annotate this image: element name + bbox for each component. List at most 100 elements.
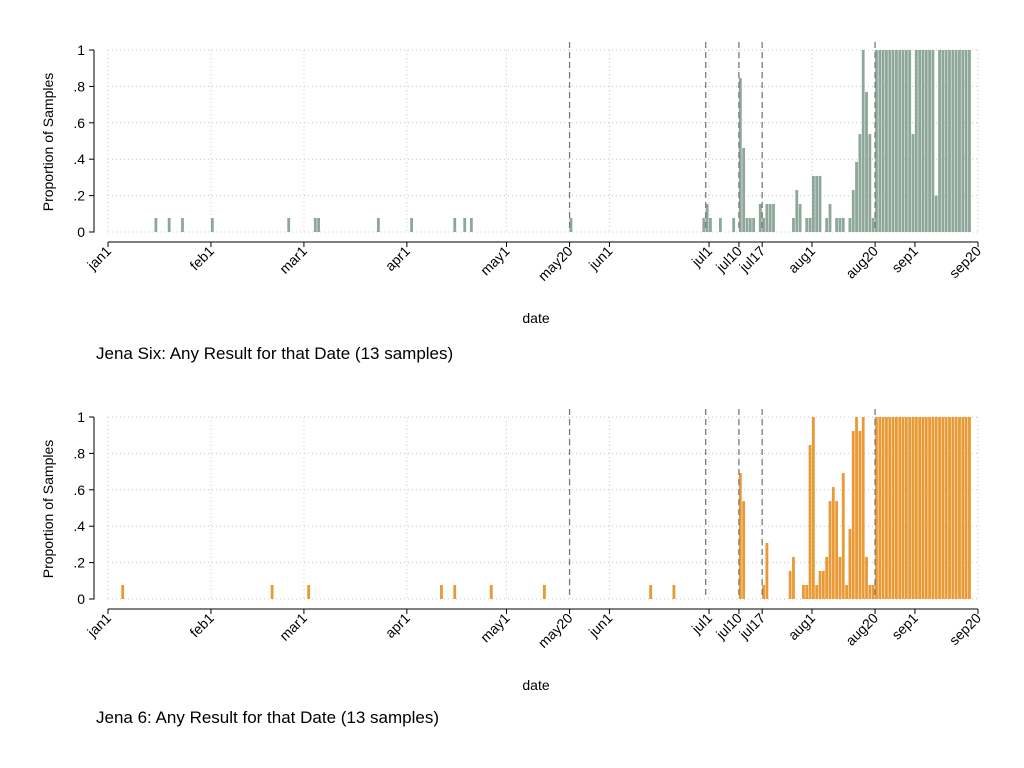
bar	[944, 50, 948, 232]
plot-area	[107, 42, 979, 233]
bar	[958, 417, 961, 599]
bar	[745, 217, 749, 232]
bar	[845, 584, 848, 599]
bar	[841, 217, 845, 232]
bar	[871, 584, 875, 599]
x-tick-label: jul17	[735, 610, 768, 643]
bar	[313, 217, 317, 232]
bar	[649, 584, 653, 599]
bar	[875, 50, 878, 232]
bar	[941, 417, 945, 599]
bar	[851, 189, 855, 232]
bar	[931, 417, 935, 599]
x-tick-label: may20	[535, 610, 576, 651]
bar	[818, 175, 822, 232]
chart-panel-jena-six: Proportion of Samples date Jena Six: Any…	[40, 42, 984, 363]
bar	[858, 431, 862, 599]
bar	[868, 584, 872, 599]
bar	[891, 417, 895, 599]
bar	[855, 417, 858, 599]
bar	[181, 217, 184, 232]
bar	[964, 50, 968, 232]
bar	[848, 217, 852, 232]
x-tick-label: jun1	[585, 610, 616, 641]
bar	[317, 217, 321, 232]
bar	[453, 584, 457, 599]
bar	[792, 217, 795, 232]
bar	[154, 217, 158, 232]
bar	[811, 417, 815, 599]
bar	[894, 417, 898, 599]
bar	[911, 417, 915, 599]
bar	[287, 217, 291, 232]
bar	[748, 217, 752, 232]
x-axis-title: date	[522, 310, 549, 326]
bar	[772, 203, 775, 232]
y-axis-title: Proportion of Samples	[40, 440, 56, 579]
bar	[968, 50, 971, 232]
bar	[831, 487, 835, 599]
bar	[705, 203, 709, 232]
x-tick-label: may20	[535, 243, 576, 284]
bar	[167, 217, 171, 232]
bar	[934, 195, 938, 232]
bar	[938, 50, 941, 232]
bar	[911, 134, 915, 232]
x-tick-label: sep1	[888, 243, 921, 276]
bar	[742, 147, 746, 232]
bar	[968, 417, 971, 599]
bar	[376, 217, 380, 232]
bar	[898, 417, 902, 599]
bar	[921, 50, 925, 232]
bar	[865, 92, 868, 232]
bar	[888, 417, 892, 599]
bar	[808, 217, 812, 232]
y-tick-label: .8	[73, 78, 85, 94]
y-tick-label: .2	[73, 188, 85, 204]
y-tick-label: .6	[73, 115, 85, 131]
bar	[924, 417, 928, 599]
bar	[848, 528, 852, 599]
bar	[964, 417, 968, 599]
x-tick-label: sep1	[888, 610, 921, 643]
x-tick-label: apr1	[382, 610, 413, 641]
x-tick-label: mar1	[276, 610, 310, 644]
bar	[802, 584, 805, 599]
bar	[821, 570, 825, 599]
bar	[672, 584, 676, 599]
bar	[954, 50, 958, 232]
bar	[762, 584, 765, 599]
bar	[898, 50, 902, 232]
x-tick-label: aug20	[842, 243, 881, 282]
bar	[951, 417, 955, 599]
bar	[878, 417, 882, 599]
bar	[453, 217, 457, 232]
bar	[861, 417, 865, 599]
bar	[918, 417, 922, 599]
bar	[888, 50, 892, 232]
bar	[815, 175, 819, 232]
bar	[875, 417, 878, 599]
y-tick-label: .6	[73, 482, 85, 498]
bar	[951, 50, 955, 232]
bar	[709, 217, 712, 232]
bar	[762, 217, 765, 232]
bar	[961, 417, 965, 599]
bar	[835, 501, 839, 599]
bar	[469, 217, 473, 232]
bar	[805, 584, 809, 599]
bar	[918, 50, 922, 232]
bar	[861, 50, 865, 232]
y-axis-title: Proportion of Samples	[40, 73, 56, 212]
bar	[752, 217, 756, 232]
bar	[835, 217, 839, 232]
bar	[941, 50, 945, 232]
x-tick-label: aug1	[785, 243, 818, 276]
bar	[938, 417, 941, 599]
bar	[894, 50, 898, 232]
bar	[928, 417, 932, 599]
bar	[738, 473, 742, 599]
bar	[463, 217, 467, 232]
bar	[828, 501, 832, 599]
